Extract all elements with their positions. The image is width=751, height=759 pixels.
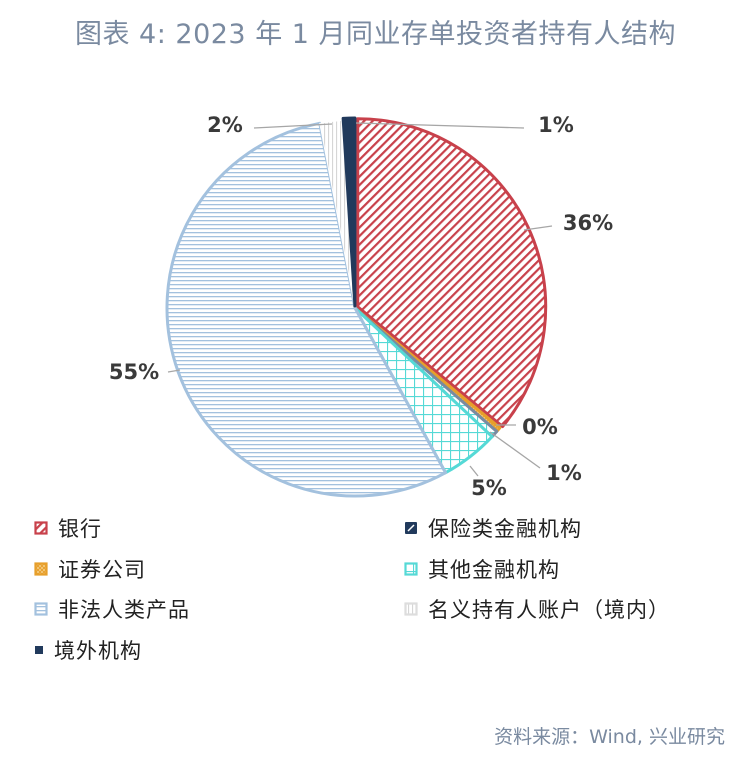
slice-label-3: 5% — [471, 476, 507, 500]
legend-label-2: 证券公司 — [58, 558, 146, 582]
legend-item-1: 保险类金融机构 — [404, 513, 582, 543]
chart-title: 图表 4: 2023 年 1 月同业存单投资者持有人结构 — [74, 19, 677, 50]
legend-swatch-4 — [34, 602, 48, 616]
source-note: 资料来源：Wind, 兴业研究 — [494, 726, 725, 748]
legend-item-2: 证券公司 — [34, 554, 146, 584]
legend-label-5: 名义持有人账户（境内） — [428, 598, 670, 622]
legend-label-0: 银行 — [58, 517, 102, 541]
legend-swatch-3 — [404, 562, 418, 576]
legend-item-4: 非法人类产品 — [34, 594, 190, 624]
leader-line-2 — [489, 431, 541, 469]
legend-swatch-2 — [34, 562, 48, 576]
leader-line-0 — [523, 225, 553, 231]
legend-label-3: 其他金融机构 — [428, 558, 560, 582]
legend-item-5: 名义持有人账户（境内） — [404, 594, 670, 624]
slice-label-6: 1% — [538, 113, 574, 137]
legend-item-6: 境外机构 — [34, 635, 142, 665]
legend-item-0: 银行 — [34, 513, 102, 543]
legend-item-3: 其他金融机构 — [404, 554, 560, 584]
slice-label-5: 2% — [207, 113, 243, 137]
slice-label-4: 55% — [109, 360, 159, 384]
pie-slice-0 — [356, 117, 548, 429]
leader-line-4 — [167, 369, 181, 373]
pie-slice-6 — [341, 116, 357, 308]
legend-swatch-6 — [35, 646, 43, 654]
legend-swatch-1 — [405, 522, 417, 534]
leader-line-3 — [469, 465, 479, 477]
leader-line-5 — [253, 123, 333, 129]
slice-label-0: 36% — [563, 211, 613, 235]
legend-swatch-0 — [34, 521, 48, 535]
legend-label-1: 保险类金融机构 — [428, 517, 582, 541]
pie-slice-4 — [165, 121, 448, 498]
legend-swatch-5 — [404, 602, 418, 616]
slice-label-1: 0% — [522, 415, 558, 439]
slice-label-2: 1% — [546, 461, 582, 485]
legend-label-4: 非法人类产品 — [58, 598, 190, 622]
leader-line-6 — [355, 122, 525, 129]
legend-label-6: 境外机构 — [54, 639, 142, 663]
